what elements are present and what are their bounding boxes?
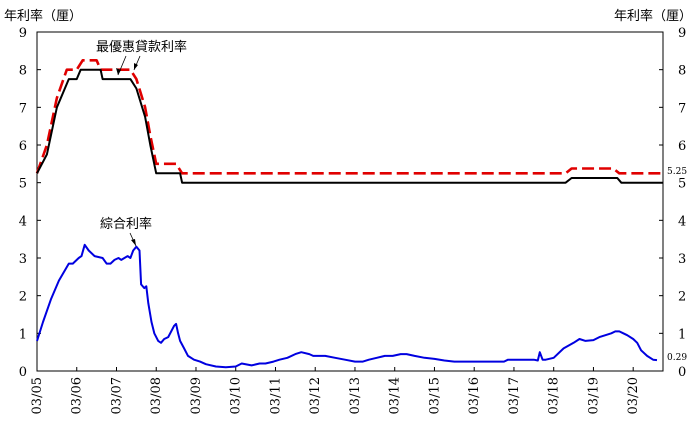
x-tick-label: 03/18 — [547, 377, 562, 414]
right-y-axis: 0 1 2 3 4 5 6 7 8 9 — [659, 26, 686, 380]
x-tick-label: 03/19 — [586, 377, 601, 414]
end-label-best-lending: 5.25 — [667, 167, 687, 177]
x-tick-label: 03/17 — [507, 377, 522, 414]
left-axis-label: 年利率（厘） — [4, 8, 82, 24]
y-tick-label-right: 5 — [678, 177, 686, 192]
end-label-composite: 0.29 — [667, 353, 687, 363]
x-tick-label: 03/16 — [467, 377, 482, 414]
x-axis: 03/05 03/06 03/07 03/08 03/09 03/10 03/11 03/12… — [30, 367, 641, 414]
y-tick-label-left: 7 — [19, 101, 27, 116]
y-tick-label-left: 5 — [19, 177, 27, 192]
series-best-lending-rate-lower — [36, 68, 663, 184]
y-tick-label-right: 7 — [678, 101, 686, 116]
x-tick-label: 03/07 — [109, 377, 124, 414]
annotation-best-lending: 最優惠貸款利率 — [96, 39, 187, 76]
y-tick-label-right: 9 — [678, 26, 686, 41]
annotation-best-lending-label: 最優惠貸款利率 — [96, 39, 187, 55]
y-tick-label-left: 9 — [19, 26, 27, 41]
y-tick-label-right: 6 — [678, 139, 686, 154]
annotation-composite-arrowhead — [131, 239, 136, 246]
x-tick-label: 03/12 — [308, 377, 323, 414]
x-tick-label: 03/06 — [70, 377, 85, 414]
x-tick-label: 03/20 — [626, 377, 641, 414]
y-tick-label-right: 8 — [678, 64, 686, 79]
y-tick-label-right: 4 — [678, 214, 686, 229]
y-tick-label-right: 2 — [678, 290, 686, 305]
y-tick-label-left: 1 — [19, 327, 27, 342]
x-tick-label: 03/10 — [229, 377, 244, 414]
x-tick-label: 03/15 — [427, 377, 442, 414]
annotation-best-lending-arrowhead-left — [116, 68, 121, 75]
x-tick-label: 03/05 — [30, 377, 45, 414]
y-tick-label-right: 0 — [678, 365, 686, 380]
annotation-composite-label: 綜合利率 — [100, 216, 152, 232]
x-tick-label: 03/09 — [189, 377, 204, 414]
series-composite-rate — [36, 243, 658, 369]
y-tick-label-right: 1 — [678, 327, 686, 342]
y-tick-label-right: 3 — [678, 252, 686, 267]
y-tick-label-left: 6 — [19, 139, 27, 154]
left-y-axis: 0 1 2 3 4 5 6 7 8 9 — [19, 26, 41, 380]
series-layer — [35, 59, 663, 369]
x-tick-label: 03/13 — [348, 377, 363, 414]
y-tick-label-left: 0 — [19, 365, 27, 380]
y-tick-label-left: 8 — [19, 64, 27, 79]
y-tick-label-left: 4 — [19, 214, 27, 229]
y-tick-label-left: 3 — [19, 252, 27, 267]
x-tick-label: 03/08 — [149, 377, 164, 414]
y-tick-label-left: 2 — [19, 290, 27, 305]
series-best-lending-rate-upper — [35, 59, 663, 175]
annotation-composite: 綜合利率 — [100, 216, 152, 247]
right-axis-label: 年利率（厘） — [614, 8, 692, 24]
x-tick-label: 03/11 — [268, 377, 283, 414]
x-tick-label: 03/14 — [388, 377, 403, 414]
plot-frame — [36, 31, 664, 372]
annotation-best-lending-arrowhead-right — [134, 63, 138, 70]
